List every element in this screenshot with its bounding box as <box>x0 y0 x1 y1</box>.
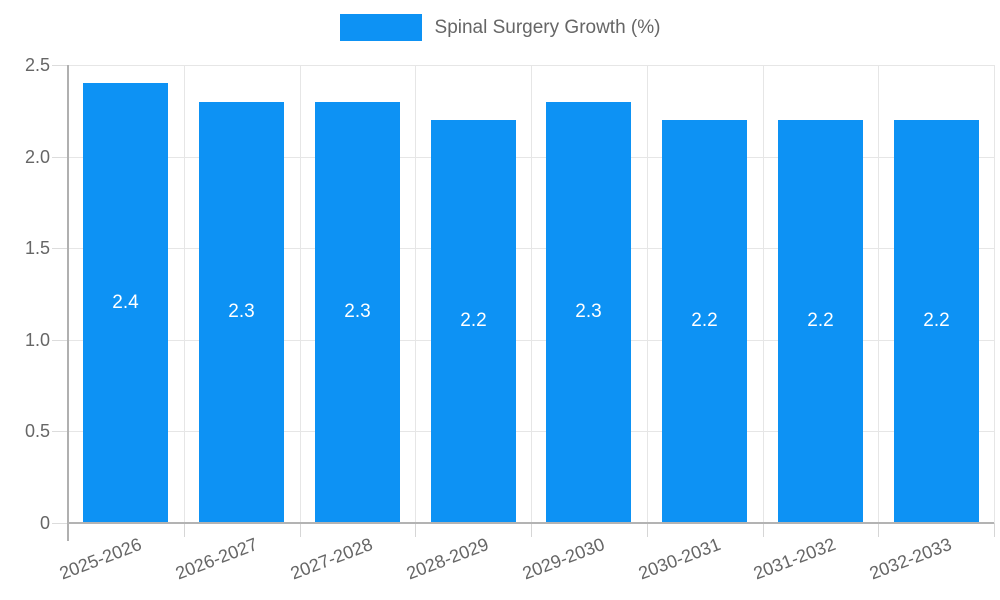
y-tick <box>52 157 68 158</box>
v-gridline <box>878 65 879 523</box>
x-axis-tick-label: 2032-2033 <box>866 534 955 584</box>
x-tick <box>647 523 648 537</box>
legend[interactable]: Spinal Surgery Growth (%) <box>0 14 1000 41</box>
v-gridline <box>300 65 301 523</box>
bar-2029-2030[interactable] <box>546 102 631 523</box>
bar-2032-2033[interactable] <box>894 120 979 523</box>
x-axis-tick-label: 2031-2032 <box>750 534 839 584</box>
x-axis-tick-label: 2030-2031 <box>635 534 724 584</box>
x-axis-tick-label: 2027-2028 <box>287 534 376 584</box>
x-tick <box>415 523 416 537</box>
y-tick <box>52 340 68 341</box>
bar-2031-2032[interactable] <box>778 120 863 523</box>
x-axis-tick-label: 2028-2029 <box>403 534 492 584</box>
x-tick <box>184 523 185 537</box>
y-axis-tick-label: 1.5 <box>24 238 50 258</box>
x-tick <box>531 523 532 537</box>
v-gridline <box>647 65 648 523</box>
y-axis-tick-label: 2.0 <box>24 147 50 167</box>
v-gridline <box>184 65 185 523</box>
x-tick <box>300 523 301 537</box>
x-axis-tick-label: 2029-2030 <box>519 534 608 584</box>
bar-2025-2026[interactable] <box>83 83 168 523</box>
v-gridline <box>763 65 764 523</box>
v-gridline <box>531 65 532 523</box>
x-axis-line <box>68 522 994 524</box>
y-axis-tick-label: 1.0 <box>24 330 50 350</box>
x-tick <box>763 523 764 537</box>
y-tick <box>52 248 68 249</box>
x-tick <box>878 523 879 537</box>
y-axis-line <box>67 65 69 541</box>
y-axis-tick-label: 0.5 <box>24 421 50 441</box>
y-axis-tick-label: 2.5 <box>24 55 50 75</box>
legend-label: Spinal Surgery Growth (%) <box>434 16 661 38</box>
y-axis-tick-label: 0 <box>39 513 50 533</box>
x-axis-tick-label: 2025-2026 <box>56 534 145 584</box>
x-axis-tick-label: 2026-2027 <box>172 534 261 584</box>
x-tick <box>994 523 995 537</box>
y-tick <box>52 65 68 66</box>
y-tick <box>52 523 68 524</box>
bar-2028-2029[interactable] <box>431 120 516 523</box>
v-gridline <box>415 65 416 523</box>
bar-2027-2028[interactable] <box>315 102 400 523</box>
bar-2026-2027[interactable] <box>199 102 284 523</box>
bar-2030-2031[interactable] <box>662 120 747 523</box>
y-tick <box>52 431 68 432</box>
legend-swatch <box>339 14 422 41</box>
v-gridline <box>994 65 995 523</box>
